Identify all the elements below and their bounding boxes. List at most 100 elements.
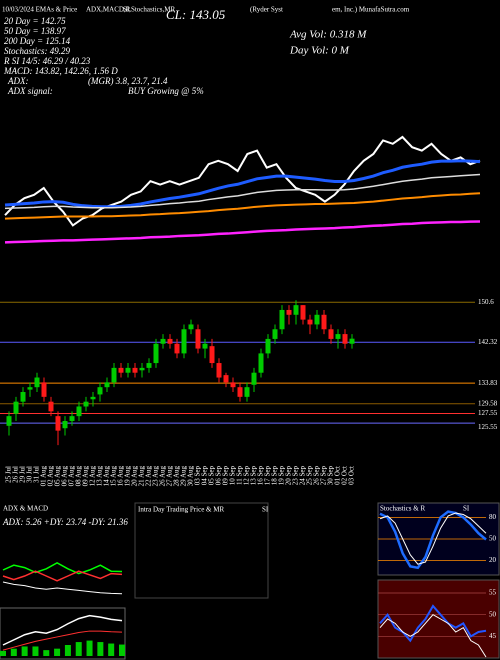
candle-body: [41, 382, 47, 397]
x-tick-label: 01 Aug: [40, 466, 48, 487]
candle-body: [34, 377, 40, 388]
macd-bar: [21, 646, 28, 656]
x-tick-label: 19 Sep: [278, 466, 286, 486]
date-tag: 10/03/2024 EMAs & Price: [2, 6, 77, 14]
indicators: ADX,MACD,R: [86, 6, 131, 14]
macd-bar: [0, 650, 6, 656]
x-tick-label: 26 Jul: [12, 466, 20, 483]
candle-body: [349, 338, 355, 344]
x-tick-label: 03 Oct: [348, 466, 356, 485]
candle-body: [237, 387, 243, 397]
series-line: [379, 614, 487, 658]
company: em, Inc.) MunafaSutra.com: [332, 6, 410, 14]
stat: 20 Day = 142.75: [4, 16, 66, 26]
series-line: [2, 581, 123, 595]
x-tick-label: 31 Jul: [33, 466, 41, 483]
macd-bar: [54, 648, 61, 656]
adx-signal-value: BUY Growing @ 5%: [128, 86, 204, 96]
candle-body: [160, 338, 166, 344]
y-tick-label: 20: [489, 556, 497, 564]
adx-signal-label: ADX signal:: [7, 86, 53, 96]
macd-bar: [119, 644, 125, 656]
candle-body: [321, 314, 327, 330]
series-line: [2, 614, 123, 646]
x-tick-label: 30 Sep: [327, 466, 335, 486]
y-tick-label: 55: [489, 589, 497, 597]
candle-body: [181, 329, 187, 354]
company: (Ryder Syst: [250, 6, 283, 14]
day-volume: Day Vol: 0 M: [289, 45, 350, 57]
x-tick-label: 09 Sep: [222, 466, 230, 486]
panel-subtitle: ADX: 5.26 +DY: 23.74 -DY: 21.36: [2, 517, 128, 527]
x-tick-label: 27 Aug: [166, 466, 174, 487]
x-tick-label: 29 Jul: [19, 466, 27, 483]
macd-bar: [75, 642, 82, 656]
x-tick-label: 25 Jul: [5, 466, 13, 483]
candle-body: [76, 406, 82, 417]
candle-body: [90, 396, 96, 400]
stat: 50 Day = 138.97: [4, 26, 66, 36]
candle-body: [272, 329, 278, 339]
y-tick-label: 50: [489, 610, 497, 618]
x-tick-label: 16 Aug: [117, 466, 125, 487]
candle-body: [132, 367, 138, 373]
candle-body: [13, 401, 19, 414]
candle-body: [118, 367, 124, 373]
candle-body: [258, 353, 264, 373]
candle-body: [293, 305, 299, 315]
panel-background: [377, 579, 500, 659]
candle-body: [286, 309, 292, 315]
x-tick-label: 06 Sep: [215, 466, 223, 486]
x-tick-label: 26 Aug: [159, 466, 167, 487]
stat: R SI 14/5: 46.29 / 40.23: [3, 56, 91, 66]
stat: 200 Day = 125.14: [4, 36, 71, 46]
panel-title: SI: [463, 505, 470, 513]
level-label: 142.32: [478, 338, 498, 346]
x-tick-label: 17 Sep: [264, 466, 272, 486]
intraday-panel: [134, 502, 269, 599]
series-line: [4, 159, 481, 209]
x-tick-label: 08 Aug: [75, 466, 83, 487]
series-line: [4, 135, 481, 227]
candle-body: [174, 343, 180, 354]
macd-bar: [97, 642, 104, 656]
candle-body: [55, 416, 61, 431]
candle-body: [62, 420, 68, 429]
x-tick-label: 04 Sep: [201, 466, 209, 486]
macd-bar: [43, 650, 50, 656]
level-label: 133.83: [478, 379, 498, 387]
x-tick-label: 09 Aug: [82, 466, 90, 487]
x-tick-label: 25 Sep: [306, 466, 314, 486]
x-tick-label: 12 Aug: [89, 466, 97, 487]
x-tick-label: 05 Aug: [54, 466, 62, 487]
candle-body: [27, 387, 33, 390]
candle-body: [20, 392, 26, 402]
adx-label: ADX:: [7, 76, 29, 86]
x-tick-label: 19 Aug: [124, 466, 132, 487]
candle-body: [209, 346, 215, 364]
x-tick-label: 30 Aug: [187, 466, 195, 487]
candle-body: [146, 363, 152, 368]
series-line: [4, 220, 481, 244]
x-tick-label: 26 Sep: [313, 466, 321, 486]
series-line: [2, 570, 123, 582]
panel-frame: [0, 607, 126, 660]
x-tick-label: 20 Sep: [285, 466, 293, 486]
x-tick-label: 18 Sep: [271, 466, 279, 486]
x-tick-label: 13 Aug: [96, 466, 104, 487]
candle-body: [167, 338, 173, 344]
macd-bar: [10, 648, 17, 656]
macd-bar: [108, 643, 115, 656]
x-tick-label: 27 Sep: [320, 466, 328, 486]
candle-body: [195, 329, 201, 349]
x-tick-label: 22 Aug: [145, 466, 153, 487]
candle-body: [111, 367, 117, 383]
candle-body: [6, 416, 12, 426]
x-tick-label: 01 Oct: [334, 466, 342, 485]
candle-body: [307, 319, 313, 325]
x-tick-label: 13 Sep: [250, 466, 258, 486]
x-tick-label: 03 Sep: [194, 466, 202, 486]
x-tick-label: 07 Aug: [68, 466, 76, 487]
candle-body: [125, 367, 131, 373]
